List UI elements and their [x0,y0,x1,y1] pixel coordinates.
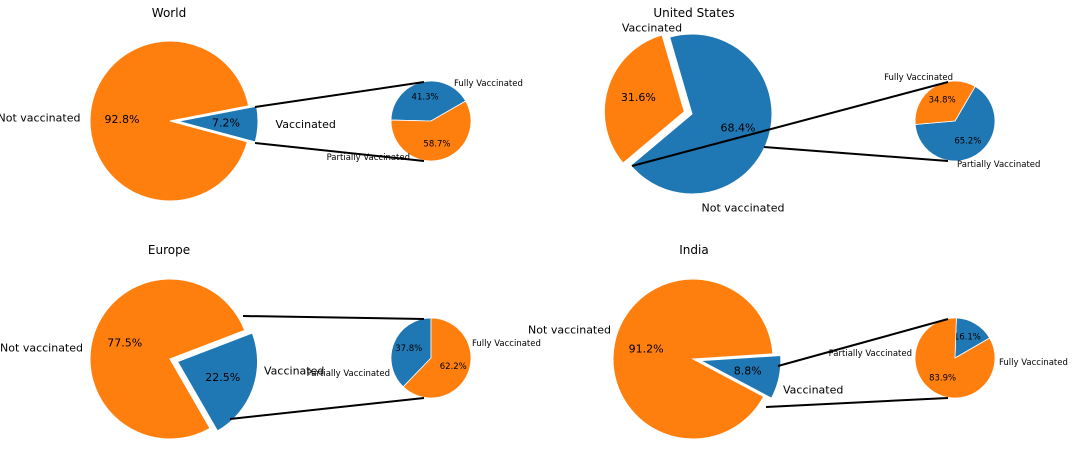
pie-slice-label: Not vaccinated [0,111,80,124]
pie-slice-pct-label: 68.4% [720,121,755,134]
connector-line [777,318,949,367]
chart-title: Europe [148,243,190,257]
chart-title: India [679,243,708,257]
breakdown-slice-label: Partially Vaccinated [307,369,390,379]
pie-slice-label: Vaccinated [622,22,682,35]
breakdown-slice-pct-label: 62.2% [440,362,467,372]
pie-slice-label: Vaccinated [783,384,843,397]
chart-panel-united-states: United States 68.4% Vaccinated 31.6% Not vac… [603,6,1040,215]
breakdown-slice-pct-label: 34.8% [929,96,956,106]
breakdown-slice-label: Partially Vaccinated [829,349,912,359]
pie-slice-pct-label: 31.6% [621,91,656,104]
breakdown-slice-label: Partially Vaccinated [957,160,1040,170]
connector-line [242,315,425,320]
breakdown-slice-pct-label: 58.7% [423,139,450,149]
pie-slice-pct-label: 77.5% [107,336,142,349]
pie-slice-vaccinated [630,33,773,195]
pie-slice-not-vaccinated [603,34,685,164]
chart-title: United States [653,6,734,20]
pie-slice-not-vaccinated [89,278,246,440]
breakdown-slice-partially-vaccinated [914,80,976,125]
pie-slice-not-vaccinated [89,40,250,202]
pie-slice-not-vaccinated [612,278,774,440]
chart-panel-europe: Europe 22.5% Vaccinated 77.5% Not vaccinated… [0,243,541,440]
pie-slice-pct-label: 92.8% [105,113,140,126]
pie-slice-pct-label: 22.5% [205,371,240,384]
breakdown-slice-label: Fully Vaccinated [999,358,1068,368]
breakdown-slice-pct-label: 16.1% [954,332,981,342]
connector-line [254,81,425,108]
connector-line [631,81,949,167]
connector-line [254,142,425,162]
breakdown-slice-label: Partially Vaccinated [327,153,410,163]
breakdown-slice-label: Fully Vaccinated [472,339,541,349]
connector-line [229,397,425,420]
pie-slice-label: Not vaccinated [0,342,83,355]
connector-line [765,397,949,408]
breakdown-slice-pct-label: 65.2% [954,136,981,146]
pie-slice-vaccinated [699,355,782,399]
breakdown-slice-pct-label: 83.9% [929,374,956,384]
pie-slice-label: Not vaccinated [702,202,785,215]
breakdown-slice-fully-vaccinated [914,85,996,162]
chart-panel-india: India 8.8% Vaccinated 91.2% Not vaccinated 16… [528,243,1068,440]
pie-slice-pct-label: 8.8% [734,364,762,377]
chart-title: World [152,6,186,20]
breakdown-slice-label: Fully Vaccinated [884,73,953,83]
pie-slice-label: Not vaccinated [528,324,611,337]
pie-slice-vaccinated [176,332,259,432]
chart-panel-world: World 7.2% Vaccinated 92.8% Not vaccinated 41… [0,6,523,202]
breakdown-slice-label: Fully Vaccinated [454,79,523,89]
breakdown-slice-pct-label: 41.3% [412,93,439,103]
breakdown-slice-pct-label: 37.8% [395,344,422,354]
pie-slice-label: Vaccinated [264,365,324,378]
connector-line [763,146,949,162]
breakdown-slice-partially-vaccinated [914,317,996,399]
breakdown-slice-partially-vaccinated [390,100,472,162]
pie-slice-label: Vaccinated [276,118,336,131]
breakdown-slice-partially-vaccinated [402,317,472,399]
pie-slice-pct-label: 91.2% [629,342,664,355]
pie-slice-pct-label: 7.2% [212,116,240,129]
